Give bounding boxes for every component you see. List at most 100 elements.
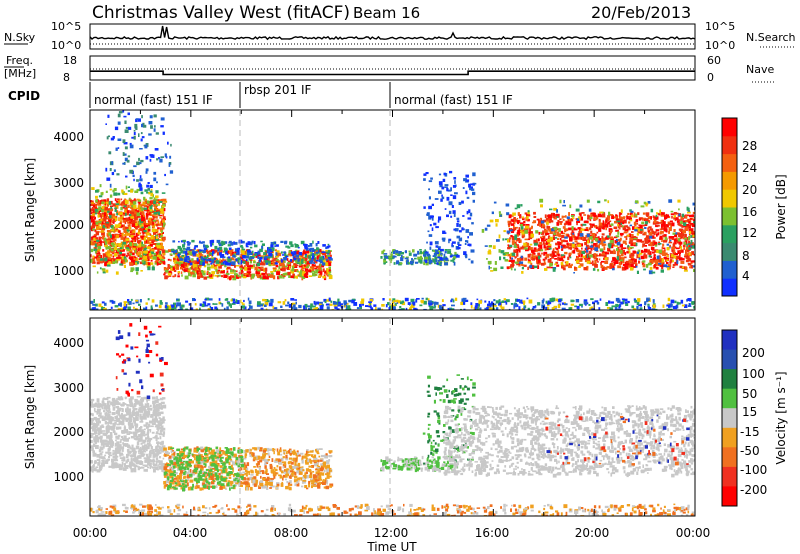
ground-scatter — [546, 303, 550, 307]
power-echo — [566, 242, 569, 246]
ground-scatter — [399, 306, 402, 309]
ground-scatter — [461, 298, 466, 303]
power-echo — [112, 203, 116, 207]
power-echo — [502, 252, 506, 256]
power-echo — [423, 261, 426, 266]
power-echo — [107, 246, 112, 250]
power-echo — [247, 249, 251, 253]
power-echo — [319, 271, 323, 275]
power-echo — [111, 243, 115, 248]
power-echo — [137, 237, 140, 240]
power-echo — [553, 226, 558, 231]
power-echo — [624, 262, 629, 266]
power-echo — [105, 216, 108, 219]
ground-scatter — [594, 300, 599, 303]
power-echo — [437, 256, 441, 259]
ground-scatter — [674, 300, 677, 304]
ground-scatter — [577, 308, 580, 310]
power-echo — [525, 242, 530, 247]
power-echo — [162, 222, 166, 225]
power-echo — [676, 220, 680, 223]
power-echo — [648, 252, 651, 257]
power-echo — [308, 269, 312, 272]
power-echo — [397, 253, 401, 257]
power-echo — [328, 275, 333, 280]
power-echo — [680, 246, 682, 250]
power-echo — [486, 258, 488, 260]
power-echo — [413, 253, 418, 257]
power-echo — [653, 254, 656, 259]
power-echo — [640, 205, 645, 208]
ground-scatter — [570, 303, 575, 306]
velocity-echo — [156, 396, 158, 400]
velocity-echo — [111, 458, 114, 463]
power-echo — [123, 238, 126, 242]
power-echo — [601, 222, 604, 226]
power-echo — [154, 125, 156, 128]
power-echo — [141, 255, 144, 259]
power-echo — [552, 248, 555, 251]
ground-scatter — [211, 307, 214, 310]
ground-scatter — [176, 298, 180, 302]
power-echo — [277, 276, 280, 280]
power-echo — [233, 253, 237, 257]
power-echo — [607, 217, 610, 220]
power-echo — [104, 237, 107, 242]
power-echo — [304, 268, 309, 272]
power-echo — [90, 248, 94, 253]
power-echo — [531, 257, 535, 261]
power-echo — [484, 227, 488, 231]
power-echo — [541, 262, 545, 266]
power-echo — [144, 250, 148, 254]
ground-scatter — [367, 305, 371, 308]
power-echo — [162, 224, 165, 228]
power-echo — [196, 260, 201, 264]
power-echo — [181, 274, 183, 277]
power-echo — [141, 123, 144, 128]
power-echo — [563, 223, 567, 226]
power-echo — [656, 212, 658, 215]
power-echo — [131, 200, 134, 204]
ground-scatter — [90, 300, 94, 304]
power-echo — [447, 250, 452, 254]
power-echo — [163, 267, 167, 271]
velocity-echo — [161, 449, 165, 453]
power-echo — [102, 235, 104, 240]
ground-scatter — [123, 307, 127, 310]
power-echo — [155, 211, 160, 214]
ground-scatter — [434, 301, 439, 305]
power-echo — [210, 262, 213, 265]
power-echo — [620, 246, 624, 250]
power-echo — [284, 272, 288, 275]
power-echo — [521, 266, 524, 270]
power-echo — [95, 221, 99, 225]
power-echo — [662, 223, 666, 227]
ground-scatter — [313, 300, 316, 305]
power-echo — [637, 212, 640, 215]
power-echo — [468, 183, 471, 188]
power-echo — [158, 201, 163, 203]
power-echo — [426, 253, 430, 257]
ground-scatter — [486, 306, 490, 310]
power-echo — [247, 252, 251, 256]
power-echo — [513, 227, 517, 231]
power-echo — [123, 212, 126, 216]
power-echo — [153, 114, 157, 118]
power-echo — [638, 257, 641, 260]
power-echo — [115, 147, 118, 151]
power-echo — [270, 262, 273, 265]
power-echo — [146, 259, 148, 261]
ground-scatter — [477, 303, 480, 307]
power-echo — [664, 256, 667, 260]
ground-scatter — [292, 302, 296, 306]
power-echo — [638, 252, 643, 255]
power-echo — [129, 218, 133, 223]
power-echo — [310, 247, 315, 251]
power-echo — [619, 240, 621, 242]
power-cbar-swatch — [722, 242, 737, 261]
power-echo — [176, 258, 180, 262]
power-echo — [296, 262, 300, 264]
power-echo — [118, 243, 122, 248]
ground-scatter — [487, 303, 491, 307]
power-echo — [147, 262, 151, 266]
